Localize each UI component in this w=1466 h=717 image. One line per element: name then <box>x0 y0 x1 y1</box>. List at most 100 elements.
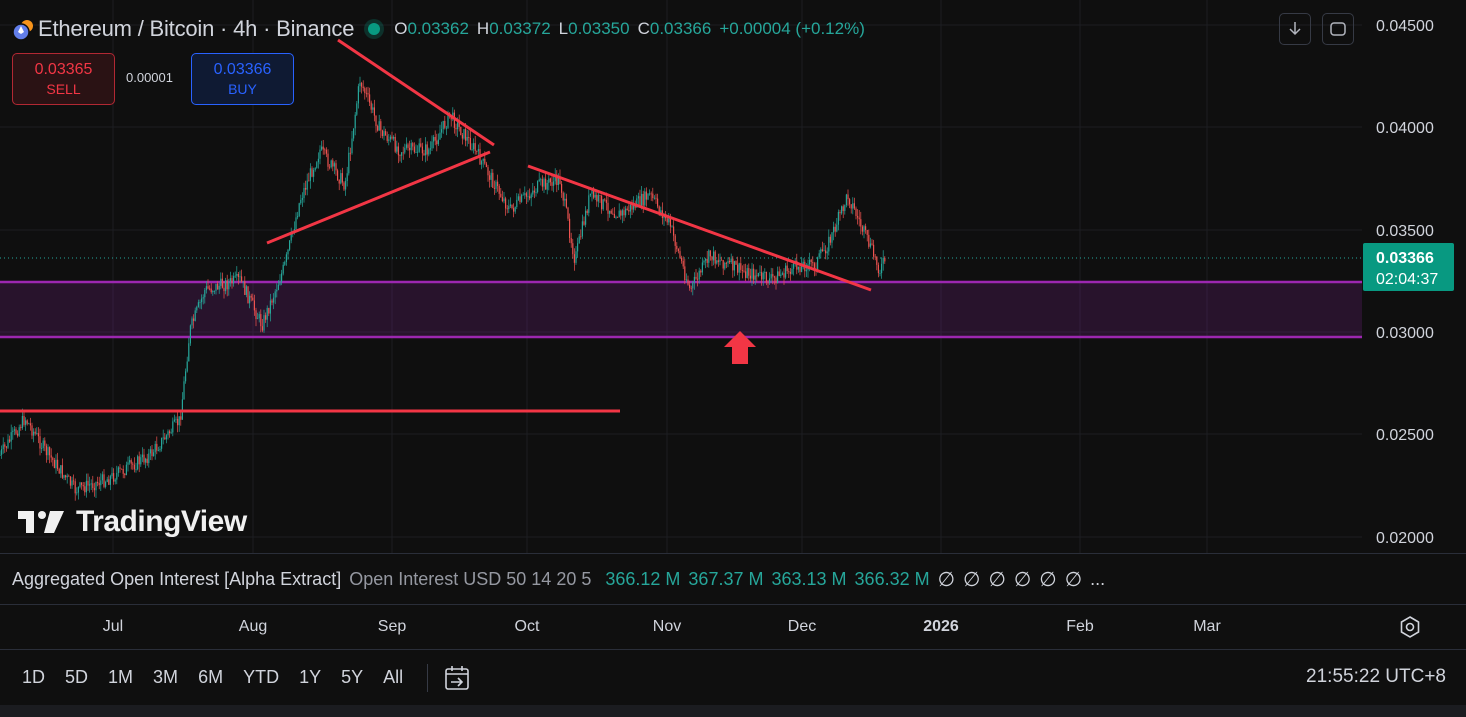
ohlc-low-key: L <box>558 19 569 38</box>
candle-body <box>39 436 41 449</box>
candle-body <box>556 174 558 185</box>
candle-body <box>57 459 59 469</box>
date-range-icon <box>445 665 469 690</box>
candle-body <box>15 429 17 434</box>
candle-body <box>231 278 233 284</box>
range-button-ytd[interactable]: YTD <box>243 667 280 687</box>
candle-body <box>876 256 878 265</box>
chart-area[interactable]: Ethereum / Bitcoin · 4h · Binance O0.033… <box>0 0 1362 553</box>
candle-body <box>330 160 332 168</box>
price-tick-label: 0.04500 <box>1376 18 1434 35</box>
candle-body <box>569 218 571 238</box>
candle-body <box>458 122 460 127</box>
indicator-name[interactable]: Aggregated Open Interest [Alpha Extract] <box>12 568 342 589</box>
candle-body <box>522 194 524 196</box>
fullscreen-button[interactable] <box>1322 13 1354 45</box>
candle-body <box>161 437 163 449</box>
candle-body <box>146 458 148 463</box>
candle-body <box>786 265 788 272</box>
candle-body <box>293 229 295 232</box>
market-status-dot[interactable] <box>368 23 381 35</box>
candle-body <box>397 146 399 156</box>
candle-body <box>341 173 343 183</box>
candle-body <box>263 315 265 331</box>
candle-body <box>276 289 278 292</box>
candle-body <box>615 217 617 218</box>
indicator-more[interactable]: ... <box>1090 568 1106 589</box>
indicator-legend[interactable]: Aggregated Open Interest [Alpha Extract]… <box>0 553 1466 605</box>
candle-body <box>625 208 627 216</box>
candle-body <box>180 416 182 420</box>
candle-body <box>68 475 70 477</box>
symbol-title[interactable]: Ethereum / Bitcoin · 4h · Binance <box>38 16 355 41</box>
range-button-all[interactable]: All <box>383 667 404 687</box>
trendline-lower-wedge[interactable] <box>266 150 491 245</box>
candle-body <box>165 435 167 440</box>
candle-body <box>418 143 420 152</box>
candle-body <box>877 264 879 274</box>
candle-body <box>204 290 206 298</box>
time-label: Nov <box>652 618 682 635</box>
candle-body <box>196 306 198 311</box>
candle-body <box>490 172 492 180</box>
candle-body <box>607 202 609 214</box>
candle-body <box>788 271 790 272</box>
range-button-5y[interactable]: 5Y <box>341 667 364 687</box>
candle-body <box>706 258 708 263</box>
candle-body <box>314 167 316 170</box>
candle-body <box>621 210 623 216</box>
range-button-3m[interactable]: 3M <box>153 667 179 687</box>
range-button-1m[interactable]: 1M <box>108 667 134 687</box>
trendline-upper-wedge[interactable] <box>337 38 495 147</box>
candle-body <box>7 439 9 448</box>
price-scale[interactable]: 0.04500 0.04000 0.03500 0.03000 0.02500 … <box>1362 0 1466 553</box>
candle-body <box>652 193 654 198</box>
candle-body <box>767 282 769 284</box>
candle-body <box>839 212 841 214</box>
range-button-1y[interactable]: 1Y <box>299 667 322 687</box>
candle-body <box>682 261 684 267</box>
ohlc-high-value: 0.03372 <box>489 19 551 38</box>
up-arrow-icon[interactable] <box>724 331 756 364</box>
price-chart[interactable] <box>0 0 1362 553</box>
candle-body <box>225 280 227 292</box>
candle-body <box>487 167 489 176</box>
candle-body <box>145 458 147 463</box>
candle-body <box>401 152 403 156</box>
candle-body <box>367 93 369 95</box>
sell-button[interactable]: 0.03365 SELL <box>12 53 115 105</box>
candle-body <box>52 457 54 460</box>
candle-body <box>753 268 755 280</box>
candle-body <box>223 287 225 292</box>
chart-grid <box>0 0 1362 553</box>
candle-body <box>609 210 611 214</box>
clock-timezone[interactable]: 21:55:22 UTC+8 <box>1306 666 1446 687</box>
candle-body <box>381 130 383 136</box>
candle-body <box>191 318 193 326</box>
candle-body <box>629 204 631 212</box>
range-button-5d[interactable]: 5D <box>65 667 89 687</box>
candle-body <box>516 199 518 207</box>
date-range-button[interactable] <box>442 663 472 693</box>
candle-body <box>498 186 500 194</box>
candle-body <box>167 431 169 436</box>
candle-body <box>332 160 334 167</box>
candle-body <box>415 152 417 153</box>
candle-body <box>521 194 523 202</box>
candle-body <box>881 263 883 274</box>
time-axis[interactable]: Jul Aug Sep Oct Nov Dec 2026 Feb Mar <box>0 605 1466 650</box>
trendline-descending[interactable] <box>527 164 872 292</box>
buy-button[interactable]: 0.03366 BUY <box>191 53 294 105</box>
candle-body <box>172 421 174 433</box>
candle-body <box>409 147 411 151</box>
chart-settings-button[interactable] <box>1398 615 1422 639</box>
candle-body <box>820 249 822 254</box>
candle-body <box>828 236 830 252</box>
range-button-1d[interactable]: 1D <box>22 667 46 687</box>
candle-body <box>148 453 150 464</box>
download-button[interactable] <box>1279 13 1311 45</box>
candle-body <box>481 161 483 165</box>
settings-icon <box>1400 616 1420 638</box>
candle-body <box>703 260 705 263</box>
range-button-6m[interactable]: 6M <box>198 667 224 687</box>
